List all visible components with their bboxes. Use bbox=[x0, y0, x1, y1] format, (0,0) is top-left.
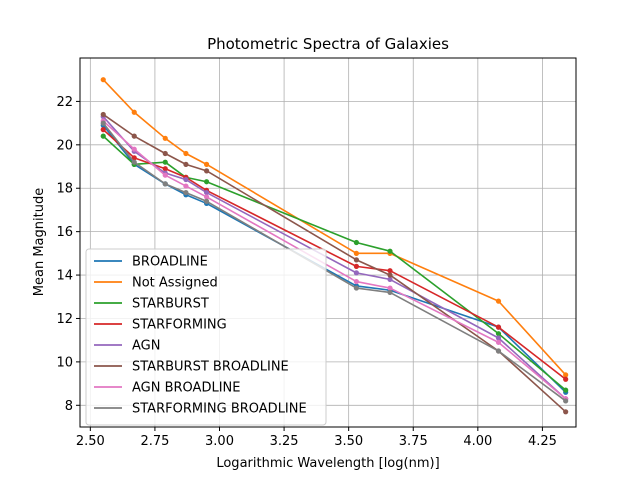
data-point bbox=[162, 181, 168, 187]
y-tick-label: 14 bbox=[56, 269, 73, 284]
data-point bbox=[495, 339, 502, 345]
x-tick-label: 2.50 bbox=[76, 434, 105, 449]
data-point bbox=[563, 372, 569, 378]
data-point bbox=[162, 159, 168, 165]
data-point bbox=[131, 133, 137, 139]
legend-label: Not Assigned bbox=[132, 276, 218, 291]
data-point bbox=[387, 289, 393, 296]
chart-title: Photometric Spectra of Galaxies bbox=[207, 35, 449, 53]
data-point bbox=[203, 161, 210, 167]
data-point bbox=[495, 348, 502, 354]
data-point bbox=[183, 176, 189, 183]
data-point bbox=[203, 194, 210, 200]
legend-label: STARBURST bbox=[132, 297, 209, 312]
x-tick-label: 3.50 bbox=[334, 434, 363, 449]
series-starburst bbox=[100, 133, 569, 393]
data-point bbox=[203, 189, 210, 196]
series-starforming-broadline bbox=[100, 120, 569, 404]
y-axis-label: Mean Magnitude bbox=[32, 188, 47, 296]
data-point bbox=[183, 189, 189, 196]
legend-label: AGN bbox=[132, 339, 160, 354]
y-tick-label: 22 bbox=[56, 95, 73, 110]
series-agn-broadline bbox=[100, 118, 569, 402]
data-point bbox=[183, 161, 189, 167]
data-point bbox=[183, 150, 189, 157]
data-point bbox=[100, 127, 106, 133]
y-tick-label: 8 bbox=[65, 399, 73, 414]
x-tick-label: 4.25 bbox=[528, 434, 557, 449]
series-layer bbox=[100, 77, 569, 415]
data-point bbox=[387, 276, 393, 282]
data-point bbox=[563, 398, 569, 404]
legend-label: STARFORMING bbox=[132, 318, 227, 333]
data-point bbox=[100, 120, 106, 126]
data-point bbox=[563, 376, 569, 382]
data-point bbox=[100, 111, 106, 118]
legend-label: AGN BROADLINE bbox=[132, 381, 240, 396]
data-point bbox=[162, 172, 168, 178]
data-point bbox=[100, 77, 106, 83]
y-tick-label: 12 bbox=[56, 312, 73, 327]
data-point bbox=[495, 335, 502, 341]
data-point bbox=[495, 324, 502, 330]
data-point bbox=[387, 268, 393, 274]
data-point bbox=[353, 250, 360, 256]
y-tick-label: 16 bbox=[56, 225, 73, 240]
data-point bbox=[162, 150, 168, 157]
x-axis: 2.50 2.75 3.00 3.25 3.50 3.75 4.00 4.25 bbox=[76, 427, 557, 449]
data-point bbox=[563, 387, 569, 393]
data-point bbox=[387, 285, 393, 291]
legend-label: BROADLINE bbox=[132, 255, 208, 270]
data-point bbox=[387, 272, 393, 278]
data-point bbox=[495, 298, 502, 304]
data-point bbox=[183, 183, 189, 189]
data-point bbox=[353, 285, 360, 291]
data-point bbox=[131, 109, 137, 115]
x-tick-label: 2.75 bbox=[140, 434, 169, 449]
legend-label: STARFORMING BROADLINE bbox=[132, 402, 307, 417]
axes-frame bbox=[79, 57, 577, 428]
legend-box bbox=[85, 248, 327, 426]
data-point bbox=[131, 155, 137, 161]
data-point bbox=[353, 239, 360, 246]
y-tick-label: 10 bbox=[56, 355, 73, 370]
x-tick-label: 3.00 bbox=[205, 434, 234, 449]
data-point bbox=[162, 166, 168, 172]
y-tick-label: 20 bbox=[56, 138, 73, 153]
data-point bbox=[387, 248, 393, 254]
data-point bbox=[100, 133, 106, 139]
legend: BROADLINE Not Assigned STARBURST STARFORMIN… bbox=[85, 248, 327, 426]
data-point bbox=[495, 331, 502, 337]
data-point bbox=[162, 135, 168, 141]
data-point bbox=[203, 168, 210, 174]
data-point bbox=[563, 409, 569, 415]
x-axis-label: Logarithmic Wavelength [log(nm)] bbox=[216, 456, 439, 471]
y-tick-label: 18 bbox=[56, 182, 73, 197]
data-point bbox=[353, 278, 360, 285]
data-point bbox=[353, 257, 360, 263]
data-point bbox=[203, 179, 210, 185]
x-tick-label: 3.75 bbox=[399, 434, 428, 449]
x-tick-label: 4.00 bbox=[463, 434, 492, 449]
legend-label: STARBURST BROADLINE bbox=[132, 360, 289, 375]
data-point bbox=[131, 159, 137, 165]
data-point bbox=[353, 263, 360, 269]
data-point bbox=[203, 198, 210, 204]
x-tick-label: 3.25 bbox=[270, 434, 299, 449]
y-axis: 8 10 12 14 16 18 20 22 bbox=[56, 95, 80, 414]
data-point bbox=[131, 146, 137, 152]
data-point bbox=[353, 270, 360, 276]
